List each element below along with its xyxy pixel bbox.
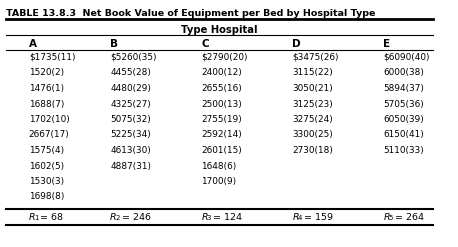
Text: $5260(35): $5260(35) [110, 53, 157, 62]
Text: 1: 1 [34, 214, 38, 221]
Text: 1520(2): 1520(2) [29, 68, 64, 78]
Text: R: R [383, 213, 390, 222]
Text: 3115(22): 3115(22) [292, 68, 333, 78]
Text: D: D [292, 39, 301, 49]
Text: = 124: = 124 [210, 213, 242, 222]
Text: 2601(15): 2601(15) [201, 146, 242, 155]
Text: 2730(18): 2730(18) [292, 146, 333, 155]
Text: = 159: = 159 [301, 213, 333, 222]
Text: 4613(30): 4613(30) [110, 146, 151, 155]
Text: 1698(8): 1698(8) [29, 192, 64, 202]
Text: 2655(16): 2655(16) [201, 84, 242, 93]
Text: = 246: = 246 [119, 213, 151, 222]
Text: 6150(41): 6150(41) [383, 130, 424, 140]
Text: $2790(20): $2790(20) [201, 53, 248, 62]
Text: R: R [29, 213, 35, 222]
Text: R: R [201, 213, 208, 222]
Text: C: C [201, 39, 209, 49]
Text: R: R [110, 213, 117, 222]
Text: 3050(21): 3050(21) [292, 84, 333, 93]
Text: 4480(29): 4480(29) [110, 84, 151, 93]
Text: $3475(26): $3475(26) [292, 53, 339, 62]
Text: 4: 4 [298, 214, 302, 221]
Text: = 68: = 68 [38, 213, 63, 222]
Text: 2592(14): 2592(14) [201, 130, 242, 140]
Text: $6090(40): $6090(40) [383, 53, 430, 62]
Text: R: R [292, 213, 299, 222]
Text: 2: 2 [115, 214, 120, 221]
Text: = 264: = 264 [392, 213, 424, 222]
Text: 3275(24): 3275(24) [292, 115, 333, 124]
Text: 1688(7): 1688(7) [29, 100, 64, 108]
Text: 3125(23): 3125(23) [292, 100, 333, 108]
Text: 5225(34): 5225(34) [110, 130, 151, 140]
Text: 5075(32): 5075(32) [110, 115, 151, 124]
Text: E: E [383, 39, 391, 49]
Text: 5110(33): 5110(33) [383, 146, 424, 155]
Text: A: A [29, 39, 37, 49]
Text: 1700(9): 1700(9) [201, 177, 236, 186]
Text: 5705(36): 5705(36) [383, 100, 424, 108]
Text: 6050(39): 6050(39) [383, 115, 424, 124]
Text: 3300(25): 3300(25) [292, 130, 333, 140]
Text: B: B [110, 39, 118, 49]
Text: 4325(27): 4325(27) [110, 100, 151, 108]
Text: 3: 3 [207, 214, 211, 221]
Text: 1575(4): 1575(4) [29, 146, 64, 155]
Text: 1702(10): 1702(10) [29, 115, 70, 124]
Text: 2400(12): 2400(12) [201, 68, 242, 78]
Text: 2755(19): 2755(19) [201, 115, 242, 124]
Text: 5894(37): 5894(37) [383, 84, 424, 93]
Text: 4887(31): 4887(31) [110, 162, 151, 170]
Text: TABLE 13.8.3  Net Book Value of Equipment per Bed by Hospital Type: TABLE 13.8.3 Net Book Value of Equipment… [6, 9, 375, 18]
Text: 6000(38): 6000(38) [383, 68, 424, 78]
Text: 1476(1): 1476(1) [29, 84, 64, 93]
Text: 4455(28): 4455(28) [110, 68, 151, 78]
Text: 5: 5 [388, 214, 393, 221]
Text: 2667(17): 2667(17) [29, 130, 70, 140]
Text: Type Hospital: Type Hospital [181, 25, 258, 35]
Text: $1735(11): $1735(11) [29, 53, 75, 62]
Text: 1648(6): 1648(6) [201, 162, 236, 170]
Text: 1602(5): 1602(5) [29, 162, 64, 170]
Text: 2500(13): 2500(13) [201, 100, 242, 108]
Text: 1530(3): 1530(3) [29, 177, 64, 186]
